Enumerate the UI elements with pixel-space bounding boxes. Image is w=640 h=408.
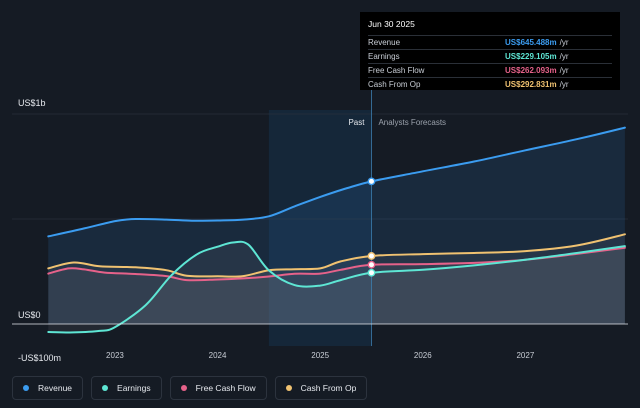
- legend-label: Free Cash Flow: [195, 383, 256, 393]
- marker-points: [367, 177, 376, 277]
- tooltip-row-earnings: Earnings US$229.105m /yr: [368, 49, 612, 63]
- tooltip-row-revenue: Revenue US$645.488m /yr: [368, 35, 612, 49]
- x-tick-label: 2025: [311, 351, 329, 360]
- free-cash-flow-marker: [367, 260, 376, 269]
- x-tick-label: 2027: [516, 351, 534, 360]
- tooltip-row-free-cash-flow: Free Cash Flow US$262.093m /yr: [368, 63, 612, 77]
- tooltip-label: Earnings: [368, 52, 400, 61]
- legend-dot-icon: [102, 385, 109, 391]
- revenue-marker: [367, 177, 376, 186]
- revenue-line: [47, 126, 626, 238]
- gridlines: [12, 113, 628, 220]
- y-tick-label: US$0: [18, 310, 41, 320]
- free-cash-flow-area: [48, 247, 625, 324]
- legend-label: Earnings: [117, 383, 151, 393]
- earnings-marker: [367, 268, 376, 277]
- tooltip-value: US$645.488m: [505, 38, 557, 47]
- cash-from-op-line: [47, 233, 626, 278]
- legend-dot-icon: [180, 385, 187, 391]
- y-tick-label: -US$100m: [18, 353, 61, 363]
- series-lines: [47, 126, 626, 334]
- past-label: Past: [348, 118, 365, 127]
- legend-item-earnings[interactable]: Earnings: [91, 376, 162, 400]
- tooltip-unit: /yr: [559, 80, 569, 89]
- tooltip-value: US$292.831m: [505, 80, 557, 89]
- legend-dot-icon: [23, 385, 29, 391]
- cash-from-op-marker: [367, 252, 376, 260]
- tooltip-unit: /yr: [559, 38, 569, 47]
- tooltip-value: US$229.105m: [505, 52, 557, 61]
- earnings-area: [48, 241, 625, 333]
- legend-label: Revenue: [38, 383, 73, 393]
- x-tick-label: 2023: [106, 351, 124, 360]
- x-tick-label: 2024: [209, 351, 227, 360]
- x-axis-labels: 2023 2024 2025 2026 2027: [106, 351, 535, 360]
- revenue-area: [48, 127, 625, 324]
- series-areas: [48, 127, 625, 333]
- legend-item-revenue[interactable]: Revenue: [12, 376, 84, 400]
- tooltip-value: US$262.093m: [505, 66, 557, 75]
- tooltip-row-cash-from-op: Cash From Op US$292.831m /yr: [368, 77, 612, 91]
- legend: Revenue Earnings Free Cash Flow Cash Fro…: [12, 376, 368, 400]
- past-year-highlight: [268, 110, 372, 346]
- legend-dot-icon: [285, 385, 292, 391]
- y-tick-label: US$1b: [18, 98, 46, 108]
- tooltip-date: Jun 30 2025: [368, 19, 415, 29]
- legend-label: Cash From Op: [300, 383, 357, 393]
- legend-item-cash-from-op[interactable]: Cash From Op: [274, 376, 368, 400]
- tooltip-unit: /yr: [559, 66, 569, 75]
- legend-item-free-cash-flow[interactable]: Free Cash Flow: [169, 376, 267, 400]
- earnings-line: [47, 240, 626, 334]
- cash-from-op-area: [48, 234, 625, 324]
- free-cash-flow-line: [47, 246, 626, 282]
- y-axis-labels: US$1b US$0 -US$100m: [18, 98, 61, 363]
- tooltip-label: Revenue: [368, 38, 401, 47]
- forecast-label: Analysts Forecasts: [378, 118, 446, 127]
- x-tick-label: 2026: [414, 351, 432, 360]
- tooltip-label: Cash From Op: [368, 80, 421, 89]
- tooltip-panel: Jun 30 2025 Revenue US$645.488m /yr Earn…: [360, 12, 620, 90]
- tooltip-unit: /yr: [559, 52, 569, 61]
- tooltip-label: Free Cash Flow: [368, 66, 425, 75]
